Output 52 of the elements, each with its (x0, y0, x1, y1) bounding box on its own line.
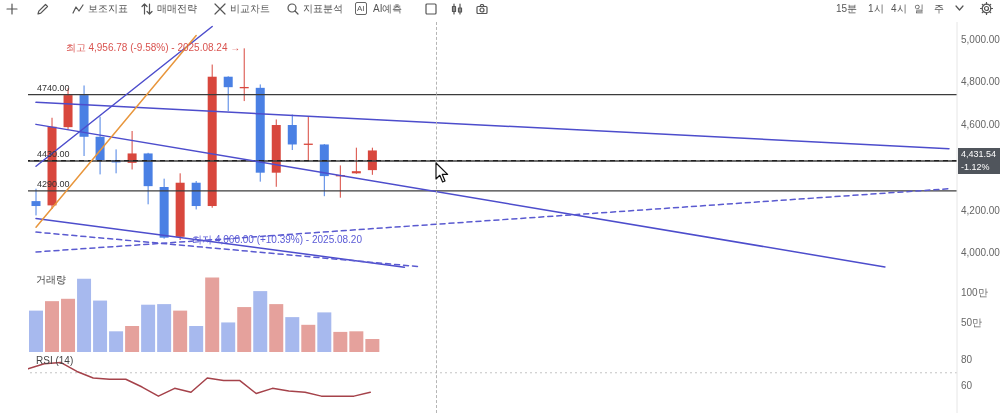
bar (317, 312, 332, 352)
bar (301, 324, 316, 352)
bar (269, 304, 284, 352)
text: 지표분석 (303, 3, 343, 14)
bar (349, 331, 364, 352)
candlestick (223, 75, 233, 112)
bar (173, 310, 188, 352)
text: AI (357, 4, 365, 13)
bar (189, 325, 204, 352)
ref-line-label: 4740.00 (37, 82, 70, 93)
bar (29, 310, 43, 352)
category-label: 일 (914, 3, 924, 14)
bar (109, 331, 124, 352)
bar (61, 298, 76, 352)
bar (205, 277, 220, 352)
bar (253, 291, 268, 352)
candlestick (287, 114, 297, 151)
bar (77, 278, 92, 352)
candlestick (351, 147, 361, 175)
annotation: RSI (14) (36, 355, 74, 366)
text: 보조지표 (88, 3, 128, 14)
text: 매매전략 (157, 3, 197, 14)
candlestick (367, 147, 377, 176)
y-tick-label: 4,000.00 (961, 247, 1001, 259)
category-label: 4시 (891, 3, 907, 14)
y-tick-label: 50만 (961, 316, 983, 328)
y-tick-label: 60 (961, 380, 973, 392)
category-label: 15분 (836, 3, 858, 14)
bar (365, 338, 380, 352)
y-tick-label: 5,000.00 (961, 33, 1001, 45)
y-tick-label: 4,600.00 (961, 119, 1001, 131)
y-tick-label: 80 (961, 354, 973, 366)
bar (93, 300, 108, 352)
text: 비교차트 (230, 3, 270, 14)
bar (285, 317, 300, 352)
bar (221, 322, 236, 352)
bar (157, 304, 172, 352)
y-tick-label: 4,800.00 (961, 76, 1001, 88)
bar (141, 304, 156, 352)
annotation: 거래량 (36, 274, 66, 285)
text: AI예측 (373, 3, 403, 14)
bar (125, 325, 140, 352)
bar (333, 331, 348, 352)
bar (45, 301, 60, 352)
category-label: 주 (934, 3, 944, 14)
bar (237, 307, 252, 352)
candlestick (31, 188, 41, 216)
ref-line-label: 4,431.54 (961, 148, 997, 159)
y-tick-label: 4,200.00 (961, 204, 1001, 216)
y-tick-label: 100만 (961, 287, 988, 299)
category-label: 1시 (868, 3, 884, 14)
text: -1.12% (961, 161, 990, 172)
